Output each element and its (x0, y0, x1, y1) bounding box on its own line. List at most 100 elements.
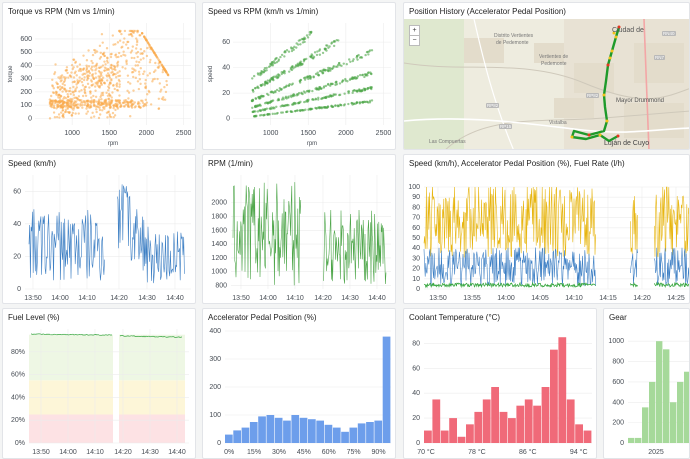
tick-label: 50 (412, 235, 420, 242)
data-point (256, 110, 260, 113)
data-point (160, 88, 163, 91)
data-point (61, 114, 65, 117)
data-point (103, 105, 106, 109)
data-point (269, 90, 273, 94)
data-point (151, 49, 155, 52)
data-point (149, 58, 152, 62)
data-point (103, 54, 106, 58)
data-point (132, 89, 135, 92)
data-point (151, 78, 155, 81)
data-point (333, 93, 336, 96)
data-point (76, 65, 79, 68)
tick-label: 20 (222, 90, 230, 97)
data-point (109, 55, 113, 59)
data-point (81, 103, 84, 107)
data-point (106, 72, 110, 75)
map-block (554, 98, 594, 118)
data-point (137, 60, 141, 64)
data-point (89, 92, 92, 95)
data-point (141, 32, 144, 35)
data-point (320, 106, 323, 109)
data-point (300, 37, 304, 41)
speed-series (28, 184, 185, 284)
data-point (281, 96, 285, 99)
tick-label: 2500 (376, 130, 392, 137)
data-point (125, 62, 128, 66)
data-point (315, 107, 318, 110)
data-point (142, 57, 145, 60)
data-point (103, 69, 106, 72)
tick-label: 2000 (211, 200, 227, 207)
data-point (146, 74, 149, 77)
data-point (65, 89, 68, 92)
data-point (98, 84, 102, 88)
route-marker (606, 63, 610, 67)
data-point (135, 60, 138, 63)
histogram-bar (382, 336, 391, 443)
data-point (302, 76, 306, 80)
data-point (144, 103, 147, 106)
data-point (300, 91, 303, 95)
data-point (298, 79, 302, 83)
data-point (94, 76, 98, 79)
tick-label: 90% (372, 449, 386, 456)
data-point (338, 61, 341, 65)
data-point (98, 66, 102, 69)
data-point (139, 34, 142, 37)
tick-label: 14:00 (497, 295, 515, 302)
position-map[interactable] (404, 3, 690, 150)
data-point (78, 99, 82, 102)
data-point (75, 74, 78, 77)
data-point (320, 69, 323, 73)
data-point (116, 65, 119, 68)
data-point (73, 89, 76, 93)
data-point (277, 58, 281, 61)
data-point (105, 74, 108, 77)
data-point (121, 45, 124, 49)
data-point (63, 79, 67, 82)
histogram-bar (299, 417, 308, 443)
map-road (445, 110, 689, 149)
data-point (334, 65, 338, 68)
data-point (97, 105, 100, 109)
data-point (331, 105, 335, 108)
data-point (306, 89, 309, 93)
map-label: Las Compuertas (429, 139, 466, 145)
tick-label: 100 (209, 412, 221, 419)
data-point (127, 97, 130, 100)
map-block (534, 43, 564, 63)
data-point (95, 64, 98, 68)
data-point (93, 104, 96, 107)
tick-label: 45% (297, 449, 311, 456)
tick-label: 2000 (139, 130, 155, 137)
data-point (364, 53, 367, 57)
zoom-out-button[interactable]: − (409, 35, 420, 46)
data-point (90, 96, 93, 99)
data-point (107, 86, 111, 90)
data-point (126, 46, 130, 50)
data-point (289, 66, 293, 69)
data-point (312, 75, 315, 78)
data-point (65, 101, 68, 104)
data-point (358, 101, 361, 104)
data-point (302, 109, 306, 112)
data-point (120, 32, 123, 36)
data-point (108, 113, 112, 116)
data-point (109, 99, 113, 102)
rpm-panel: RPM (1/min) 800 1000 1200 1400 1600 1800 2000 1… (202, 154, 396, 304)
histogram-bar (499, 411, 508, 443)
data-point (279, 88, 282, 91)
data-point (145, 101, 149, 104)
data-point (299, 109, 302, 113)
data-point (309, 55, 313, 58)
data-point (251, 110, 254, 114)
histogram-bar (258, 416, 266, 443)
data-point (158, 65, 161, 68)
data-point (127, 80, 130, 84)
data-point (138, 73, 141, 76)
data-point (55, 115, 59, 119)
data-point (122, 50, 125, 53)
data-point (104, 63, 107, 66)
data-point (49, 94, 53, 98)
data-point (275, 88, 279, 92)
